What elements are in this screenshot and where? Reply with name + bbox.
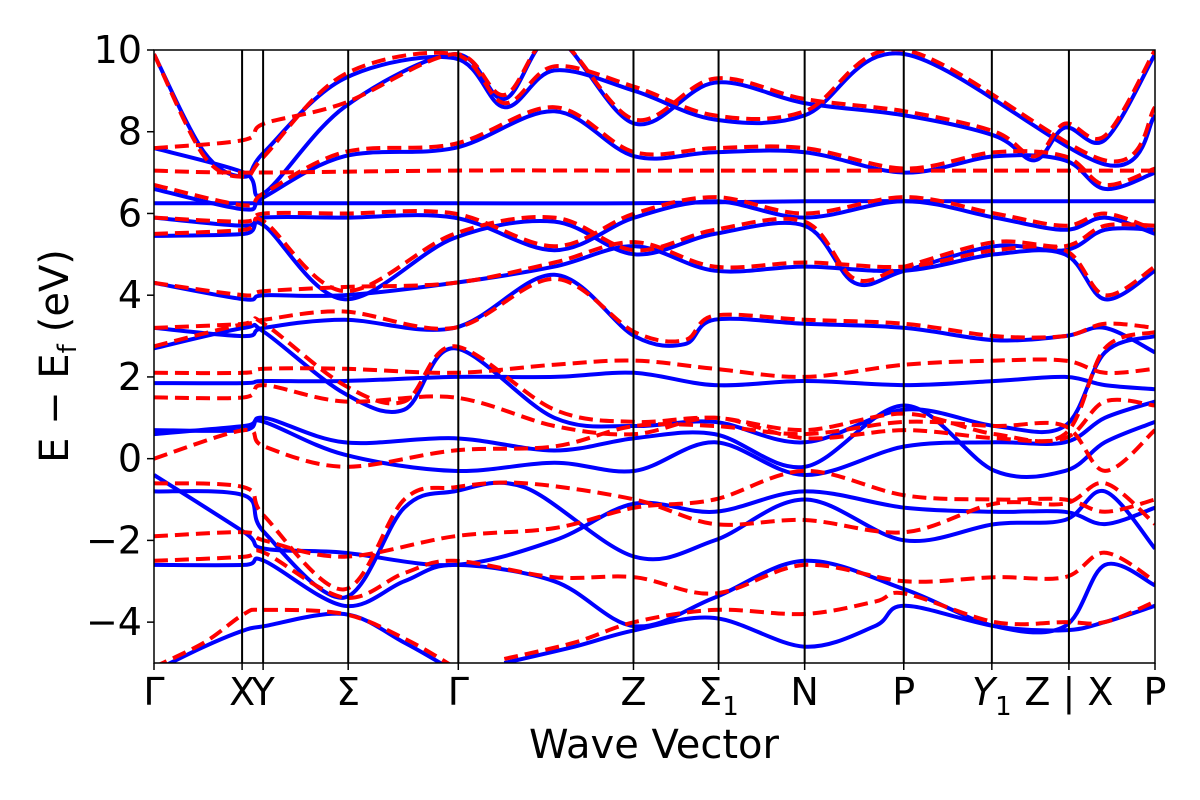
series-solid [154, 50, 1155, 663]
band-line-dashed-4 [154, 468, 1155, 559]
x-tick-label-main: X [229, 670, 255, 714]
band-line-dashed-10 [154, 240, 1155, 298]
band-line-solid-8 [154, 322, 1155, 445]
y-tick-label: −4 [86, 600, 142, 644]
band-line-dashed-9 [154, 276, 1155, 344]
band-line-dashed-14 [154, 105, 1155, 208]
x-tick-label-main: Γ [448, 670, 469, 714]
band-line-dashed-5 [154, 419, 1155, 473]
band-line-solid-5 [154, 399, 1155, 478]
band-line-solid-13 [154, 199, 1155, 253]
x-tick-label: P [892, 670, 915, 714]
x-tick-label: Y1 [972, 670, 1012, 722]
y-tick-label: 0 [118, 437, 142, 481]
x-tick-label-main: P [1144, 670, 1167, 714]
y-tick-label: 2 [118, 355, 142, 399]
band-line-solid-12 [154, 199, 1155, 206]
x-tick-label-sub: 1 [995, 692, 1012, 722]
x-tick-label-main: Γ [143, 670, 164, 714]
x-tick-label: X [229, 670, 255, 714]
x-tick-label: Z | X [1024, 670, 1113, 715]
band-line-dashed-13 [154, 195, 1155, 249]
y-axis: −4 −2 0 2 4 6 8 10 [86, 28, 154, 644]
x-tick-label-main: Z | X [1024, 670, 1113, 715]
high-symmetry-lines [241, 50, 1070, 663]
x-tick-label-main: Z [620, 670, 646, 714]
x-tick-label-main: Σ [698, 670, 722, 714]
band-line-dashed-1 [503, 590, 1155, 661]
x-tick-label: N [790, 670, 818, 714]
bands-layer [154, 50, 1155, 663]
x-tick-label: Z [620, 670, 646, 714]
y-tick-label: 8 [118, 110, 142, 154]
band-line-solid-7 [154, 370, 1155, 392]
x-tick-label: Γ [448, 670, 469, 714]
y-tick-label: −2 [86, 518, 142, 562]
x-tick-label-sub: 1 [722, 692, 739, 722]
y-axis-label-sub: f [53, 343, 83, 353]
band-line-solid-15 [154, 50, 1155, 198]
series-dashed [154, 50, 1155, 663]
y-axis-label-unit: (eV) [32, 249, 78, 332]
x-tick-label-main: P [892, 670, 915, 714]
band-line-dashed-16 [154, 50, 1155, 179]
band-line-dashed-0 [157, 607, 452, 663]
y-tick-label: 10 [94, 28, 142, 72]
plot-frame [153, 49, 1156, 664]
band-line-dashed-12 [154, 168, 1155, 175]
x-tick-label: P [1144, 670, 1167, 714]
band-line-solid-2 [154, 556, 1155, 635]
band-line-dashed-7 [154, 357, 1155, 379]
band-line-solid-9 [154, 272, 1155, 355]
band-line-dashed-2 [154, 548, 1155, 600]
x-tick-label: Σ1 [698, 670, 739, 722]
band-line-dashed-15 [154, 50, 1155, 159]
x-tick-label-main: Y [972, 670, 998, 714]
x-tick-label-main: Y [250, 670, 275, 714]
band-line-solid-6 [154, 403, 1155, 479]
x-axis-label: Wave Vector [529, 722, 780, 768]
band-line-dashed-6 [154, 383, 1155, 444]
x-tick-label: Γ [143, 670, 164, 714]
x-tick-label-main: N [790, 670, 818, 714]
band-line-solid-0 [165, 611, 445, 663]
y-tick-label: 4 [118, 273, 142, 317]
band-line-dashed-11 [154, 215, 1155, 294]
band-line-solid-1 [503, 603, 1155, 663]
band-line-solid-11 [154, 218, 1155, 302]
band-line-solid-14 [154, 109, 1155, 212]
x-tick-label: Y [250, 670, 275, 714]
y-axis-label-main: E − E [32, 353, 78, 463]
x-tick-label: Σ [336, 670, 360, 714]
y-tick-label: 6 [118, 191, 142, 235]
band-line-dashed-3 [154, 480, 1155, 592]
y-axis-label: E − Ef (eV) [32, 249, 83, 463]
x-tick-label-main: Σ [336, 670, 360, 714]
